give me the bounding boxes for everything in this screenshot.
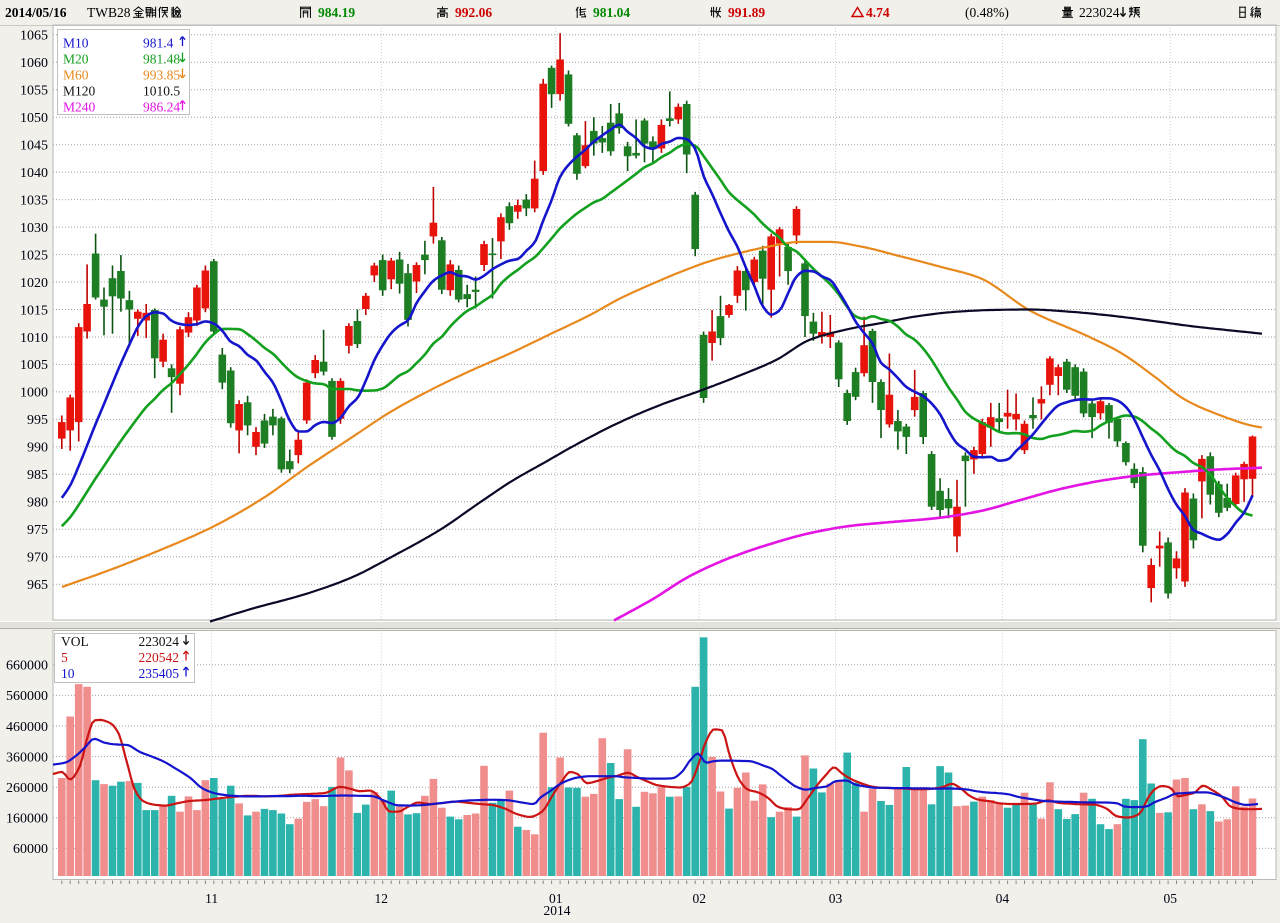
svg-text:991.89: 991.89 xyxy=(728,5,765,20)
svg-text:5: 5 xyxy=(61,650,68,665)
svg-text:223024: 223024 xyxy=(1079,5,1120,20)
svg-text:04: 04 xyxy=(996,891,1010,906)
svg-text:1055: 1055 xyxy=(20,84,48,99)
svg-text:985: 985 xyxy=(27,468,48,483)
svg-text:1030: 1030 xyxy=(20,221,48,236)
svg-text:2014: 2014 xyxy=(544,903,571,918)
svg-text:981.04: 981.04 xyxy=(593,5,630,20)
svg-text:980: 980 xyxy=(27,496,48,511)
svg-text:223024: 223024 xyxy=(139,634,180,649)
svg-text:1015: 1015 xyxy=(20,303,48,318)
svg-text:360000: 360000 xyxy=(6,750,48,765)
svg-text:660000: 660000 xyxy=(6,659,48,674)
svg-text:1050: 1050 xyxy=(20,111,48,126)
svg-text:M60: M60 xyxy=(63,68,89,83)
svg-text:984.19: 984.19 xyxy=(318,5,355,20)
svg-text:1060: 1060 xyxy=(20,56,48,71)
svg-text:986.24: 986.24 xyxy=(143,100,180,115)
svg-text:990: 990 xyxy=(27,441,48,456)
svg-text:965: 965 xyxy=(27,578,48,593)
svg-text:M20: M20 xyxy=(63,52,89,67)
svg-text:160000: 160000 xyxy=(6,812,48,827)
svg-text:1000: 1000 xyxy=(20,386,48,401)
svg-text:TWB28: TWB28 xyxy=(87,5,131,20)
svg-text:992.06: 992.06 xyxy=(455,5,492,20)
svg-text:4.74: 4.74 xyxy=(866,5,890,20)
svg-text:M240: M240 xyxy=(63,100,96,115)
svg-text:1025: 1025 xyxy=(20,248,48,263)
svg-text:1020: 1020 xyxy=(20,276,48,291)
svg-text:235405: 235405 xyxy=(139,666,180,681)
svg-text:11: 11 xyxy=(205,891,218,906)
svg-text:981.48: 981.48 xyxy=(143,52,180,67)
svg-text:03: 03 xyxy=(829,891,843,906)
svg-text:460000: 460000 xyxy=(6,720,48,735)
svg-text:VOL: VOL xyxy=(61,634,89,649)
svg-text:M10: M10 xyxy=(63,36,89,51)
svg-text:560000: 560000 xyxy=(6,689,48,704)
svg-text:970: 970 xyxy=(27,551,48,566)
svg-text:1040: 1040 xyxy=(20,166,48,181)
svg-text:1045: 1045 xyxy=(20,139,48,154)
svg-text:993.85: 993.85 xyxy=(143,68,180,83)
svg-text:2014/05/16: 2014/05/16 xyxy=(5,5,67,20)
svg-text:(0.48%): (0.48%) xyxy=(965,5,1009,20)
svg-text:05: 05 xyxy=(1163,891,1177,906)
svg-text:220542: 220542 xyxy=(139,650,180,665)
svg-text:02: 02 xyxy=(692,891,706,906)
svg-text:1010.5: 1010.5 xyxy=(143,84,180,99)
svg-text:981.4: 981.4 xyxy=(143,36,174,51)
svg-text:260000: 260000 xyxy=(6,781,48,796)
svg-text:M120: M120 xyxy=(63,84,96,99)
svg-text:1035: 1035 xyxy=(20,193,48,208)
svg-text:1065: 1065 xyxy=(20,29,48,44)
svg-text:1005: 1005 xyxy=(20,358,48,373)
svg-text:10: 10 xyxy=(61,666,75,681)
svg-text:12: 12 xyxy=(375,891,389,906)
svg-text:975: 975 xyxy=(27,523,48,538)
svg-text:995: 995 xyxy=(27,413,48,428)
svg-text:60000: 60000 xyxy=(13,842,48,857)
svg-text:1010: 1010 xyxy=(20,331,48,346)
